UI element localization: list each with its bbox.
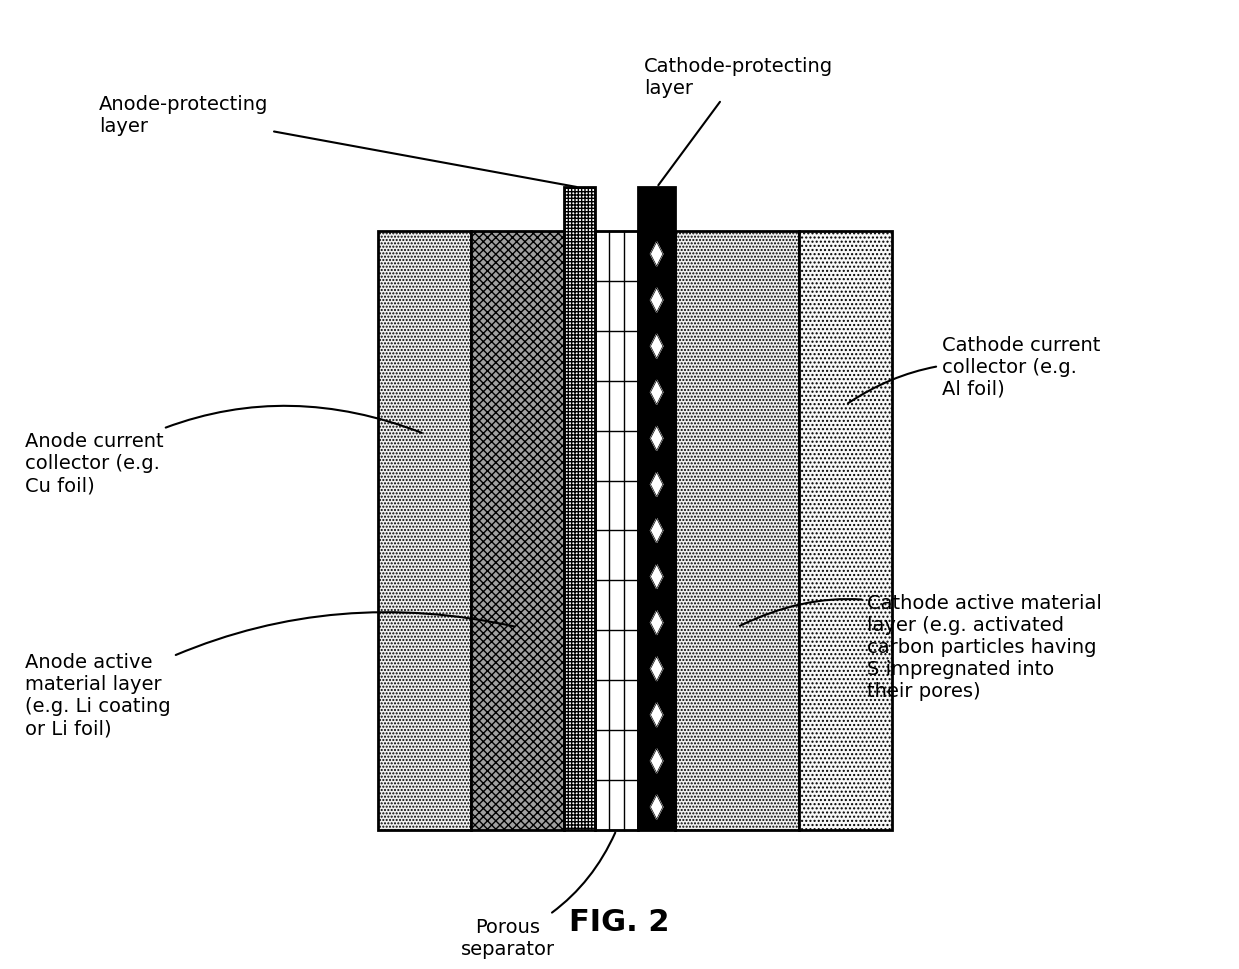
Bar — [638, 188, 675, 830]
Polygon shape — [650, 473, 663, 497]
Bar — [595, 232, 638, 830]
Bar — [799, 232, 892, 830]
Polygon shape — [650, 610, 663, 635]
Text: Cathode active material
layer (e.g. activated
carbon particles having
S impregna: Cathode active material layer (e.g. acti… — [740, 593, 1103, 701]
Bar — [378, 232, 471, 830]
Polygon shape — [650, 657, 663, 681]
Polygon shape — [650, 242, 663, 266]
Text: Porous
separator: Porous separator — [461, 832, 616, 958]
Polygon shape — [650, 796, 663, 819]
Polygon shape — [650, 518, 663, 543]
Text: FIG. 2: FIG. 2 — [569, 907, 670, 936]
Bar — [564, 188, 595, 830]
Polygon shape — [650, 289, 663, 313]
Polygon shape — [650, 426, 663, 451]
Polygon shape — [650, 565, 663, 589]
Bar — [675, 232, 799, 830]
Text: Anode current
collector (e.g.
Cu foil): Anode current collector (e.g. Cu foil) — [25, 406, 421, 495]
Text: Cathode-protecting
layer: Cathode-protecting layer — [644, 57, 834, 186]
Polygon shape — [650, 334, 663, 359]
Text: Cathode current
collector (e.g.
Al foil): Cathode current collector (e.g. Al foil) — [847, 335, 1100, 404]
Text: Anode active
material layer
(e.g. Li coating
or Li foil): Anode active material layer (e.g. Li coa… — [25, 612, 514, 737]
Bar — [471, 232, 564, 830]
Polygon shape — [650, 381, 663, 405]
Text: Anode-protecting
layer: Anode-protecting layer — [99, 95, 576, 188]
Polygon shape — [650, 703, 663, 727]
Polygon shape — [650, 749, 663, 773]
